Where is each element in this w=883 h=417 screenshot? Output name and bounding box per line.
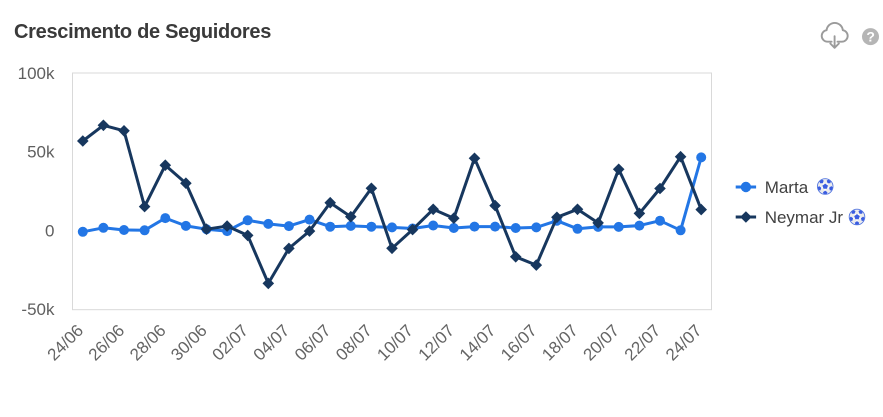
svg-text:Neymar Jr: Neymar Jr bbox=[765, 208, 844, 227]
svg-text:22/07: 22/07 bbox=[621, 321, 665, 365]
svg-text:100k: 100k bbox=[18, 64, 55, 83]
svg-text:14/07: 14/07 bbox=[456, 321, 500, 365]
svg-text:20/07: 20/07 bbox=[580, 321, 624, 365]
svg-text:24/07: 24/07 bbox=[662, 321, 706, 365]
svg-text:26/06: 26/06 bbox=[85, 321, 129, 365]
svg-text:16/07: 16/07 bbox=[497, 321, 541, 365]
svg-text:02/07: 02/07 bbox=[209, 321, 253, 365]
svg-text:Marta: Marta bbox=[765, 178, 809, 197]
svg-text:18/07: 18/07 bbox=[538, 321, 582, 365]
svg-text:10/07: 10/07 bbox=[373, 321, 417, 365]
svg-text:0: 0 bbox=[45, 221, 54, 240]
svg-text:04/07: 04/07 bbox=[250, 321, 294, 365]
svg-text:50k: 50k bbox=[27, 142, 55, 161]
svg-text:12/07: 12/07 bbox=[415, 321, 459, 365]
svg-text:06/07: 06/07 bbox=[291, 321, 335, 365]
svg-text:30/06: 30/06 bbox=[167, 321, 211, 365]
svg-text:08/07: 08/07 bbox=[332, 321, 376, 365]
svg-text:24/06: 24/06 bbox=[44, 321, 88, 365]
svg-text:-50k: -50k bbox=[21, 300, 55, 319]
svg-text:28/06: 28/06 bbox=[126, 321, 170, 365]
svg-text:?: ? bbox=[866, 29, 875, 45]
